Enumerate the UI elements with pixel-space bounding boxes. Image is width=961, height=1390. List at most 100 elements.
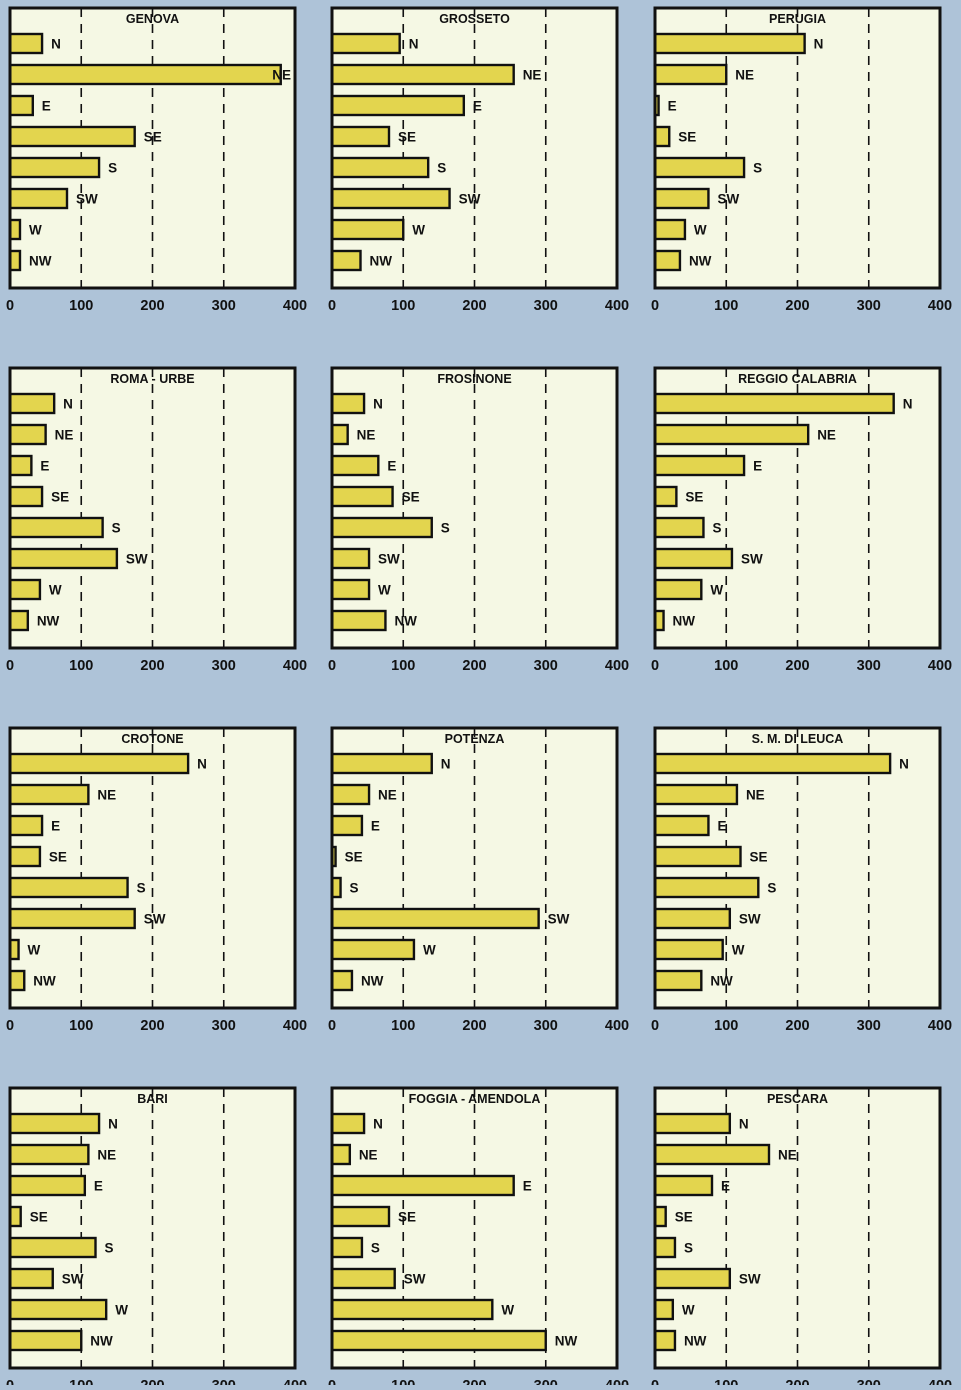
chart-panel: REGGIO CALABRIA N NE E SE S SW W NW 0 100 200 300 400 (651, 366, 952, 674)
x-tick-label: 300 (857, 658, 881, 674)
bar (330, 32, 401, 55)
x-tick-label: 400 (928, 1378, 952, 1385)
bar-label: NE (746, 788, 765, 803)
plot-frame (330, 726, 619, 1010)
bar-label: W (412, 223, 425, 238)
bar-label: SW (378, 552, 400, 567)
bar (8, 783, 90, 806)
chart-title: GENOVA (126, 12, 179, 26)
bar (8, 1267, 54, 1290)
bar (8, 1174, 87, 1197)
x-tick-label: 200 (140, 658, 164, 674)
bar-label: N (739, 1117, 749, 1132)
x-tick-label: 300 (534, 1018, 558, 1034)
bar (330, 125, 391, 148)
chart-panel: GENOVA N NE E SE S SW W NW 0 100 200 300 400 (6, 6, 307, 314)
x-tick-label: 300 (857, 298, 881, 314)
bar (653, 485, 678, 508)
bar-label: NE (55, 428, 74, 443)
bar-label: N (814, 37, 824, 52)
bar-label: SW (548, 912, 570, 927)
plot-area (655, 1088, 940, 1368)
bar (330, 156, 430, 179)
x-tick-label: 0 (651, 298, 659, 314)
bar (330, 249, 362, 272)
bar (330, 547, 371, 570)
bar-label: SE (398, 1210, 416, 1225)
bar (330, 485, 394, 508)
bar-label: SW (739, 912, 761, 927)
plot-area (332, 368, 617, 648)
plot-frame (330, 1086, 619, 1370)
bar-label: S (108, 161, 117, 176)
bar-label: E (721, 1179, 730, 1194)
plot-frame (330, 6, 619, 290)
x-tick-label: 400 (605, 1018, 629, 1034)
bar (8, 876, 129, 899)
plot-area (655, 728, 940, 1008)
bar (330, 938, 416, 961)
bar-label: W (423, 943, 436, 958)
bar-label: S (712, 521, 721, 536)
bar (8, 969, 26, 992)
x-tick-label: 200 (462, 298, 486, 314)
x-tick-label: 100 (391, 1018, 415, 1034)
bar-label: E (668, 99, 677, 114)
x-tick-label: 400 (928, 1018, 952, 1034)
bar (653, 249, 682, 272)
x-tick-label: 100 (714, 1018, 738, 1034)
bar (330, 783, 371, 806)
plot-frame (653, 726, 942, 1010)
bar-label: SE (144, 130, 162, 145)
bar-label: N (51, 37, 61, 52)
x-tick-label: 300 (212, 1378, 236, 1385)
plot-frame (653, 1086, 942, 1370)
bar (330, 63, 515, 86)
plot-frame (8, 6, 297, 290)
bar-label: NW (33, 974, 56, 989)
x-tick-label: 0 (328, 1378, 336, 1385)
bar (653, 1205, 667, 1228)
plot-area (655, 8, 940, 288)
bar (330, 907, 540, 930)
bar-label: SW (144, 912, 166, 927)
bar-label: NW (29, 254, 52, 269)
bar (653, 1298, 675, 1321)
x-tick-label: 300 (534, 1378, 558, 1385)
bar-label: NW (555, 1334, 578, 1349)
x-tick-label: 200 (462, 1378, 486, 1385)
x-tick-label: 200 (785, 1378, 809, 1385)
x-tick-label: 400 (928, 298, 952, 314)
bar (330, 1329, 547, 1352)
bar-label: NE (523, 68, 542, 83)
bar-label: NW (370, 254, 393, 269)
chart-title: FROSINONE (437, 372, 511, 386)
chart-title: S. M. DI LEUCA (752, 732, 844, 746)
bar (8, 423, 47, 446)
plot-frame (330, 366, 619, 650)
bar-label: SW (741, 552, 763, 567)
bar (653, 156, 746, 179)
x-tick-label: 0 (651, 658, 659, 674)
x-tick-label: 100 (69, 658, 93, 674)
bar-label: SW (739, 1272, 761, 1287)
x-tick-label: 0 (328, 298, 336, 314)
bar (653, 423, 810, 446)
bar (653, 218, 687, 241)
bar-label: S (753, 161, 762, 176)
bar-label: W (682, 1303, 695, 1318)
bar-label: E (42, 99, 51, 114)
bar (653, 752, 892, 775)
bar-label: N (441, 757, 451, 772)
plot-area (10, 368, 295, 648)
bar-label: E (51, 819, 60, 834)
x-tick-label: 400 (283, 658, 307, 674)
chart-panel: S. M. DI LEUCA N NE E SE S SW W NW 0 100 200 300 400 (651, 726, 952, 1034)
x-tick-label: 100 (714, 1378, 738, 1385)
bar (653, 1329, 677, 1352)
bar (653, 516, 705, 539)
bar-label: E (40, 459, 49, 474)
x-tick-label: 0 (651, 1018, 659, 1034)
x-tick-label: 200 (785, 658, 809, 674)
bar (653, 1143, 771, 1166)
